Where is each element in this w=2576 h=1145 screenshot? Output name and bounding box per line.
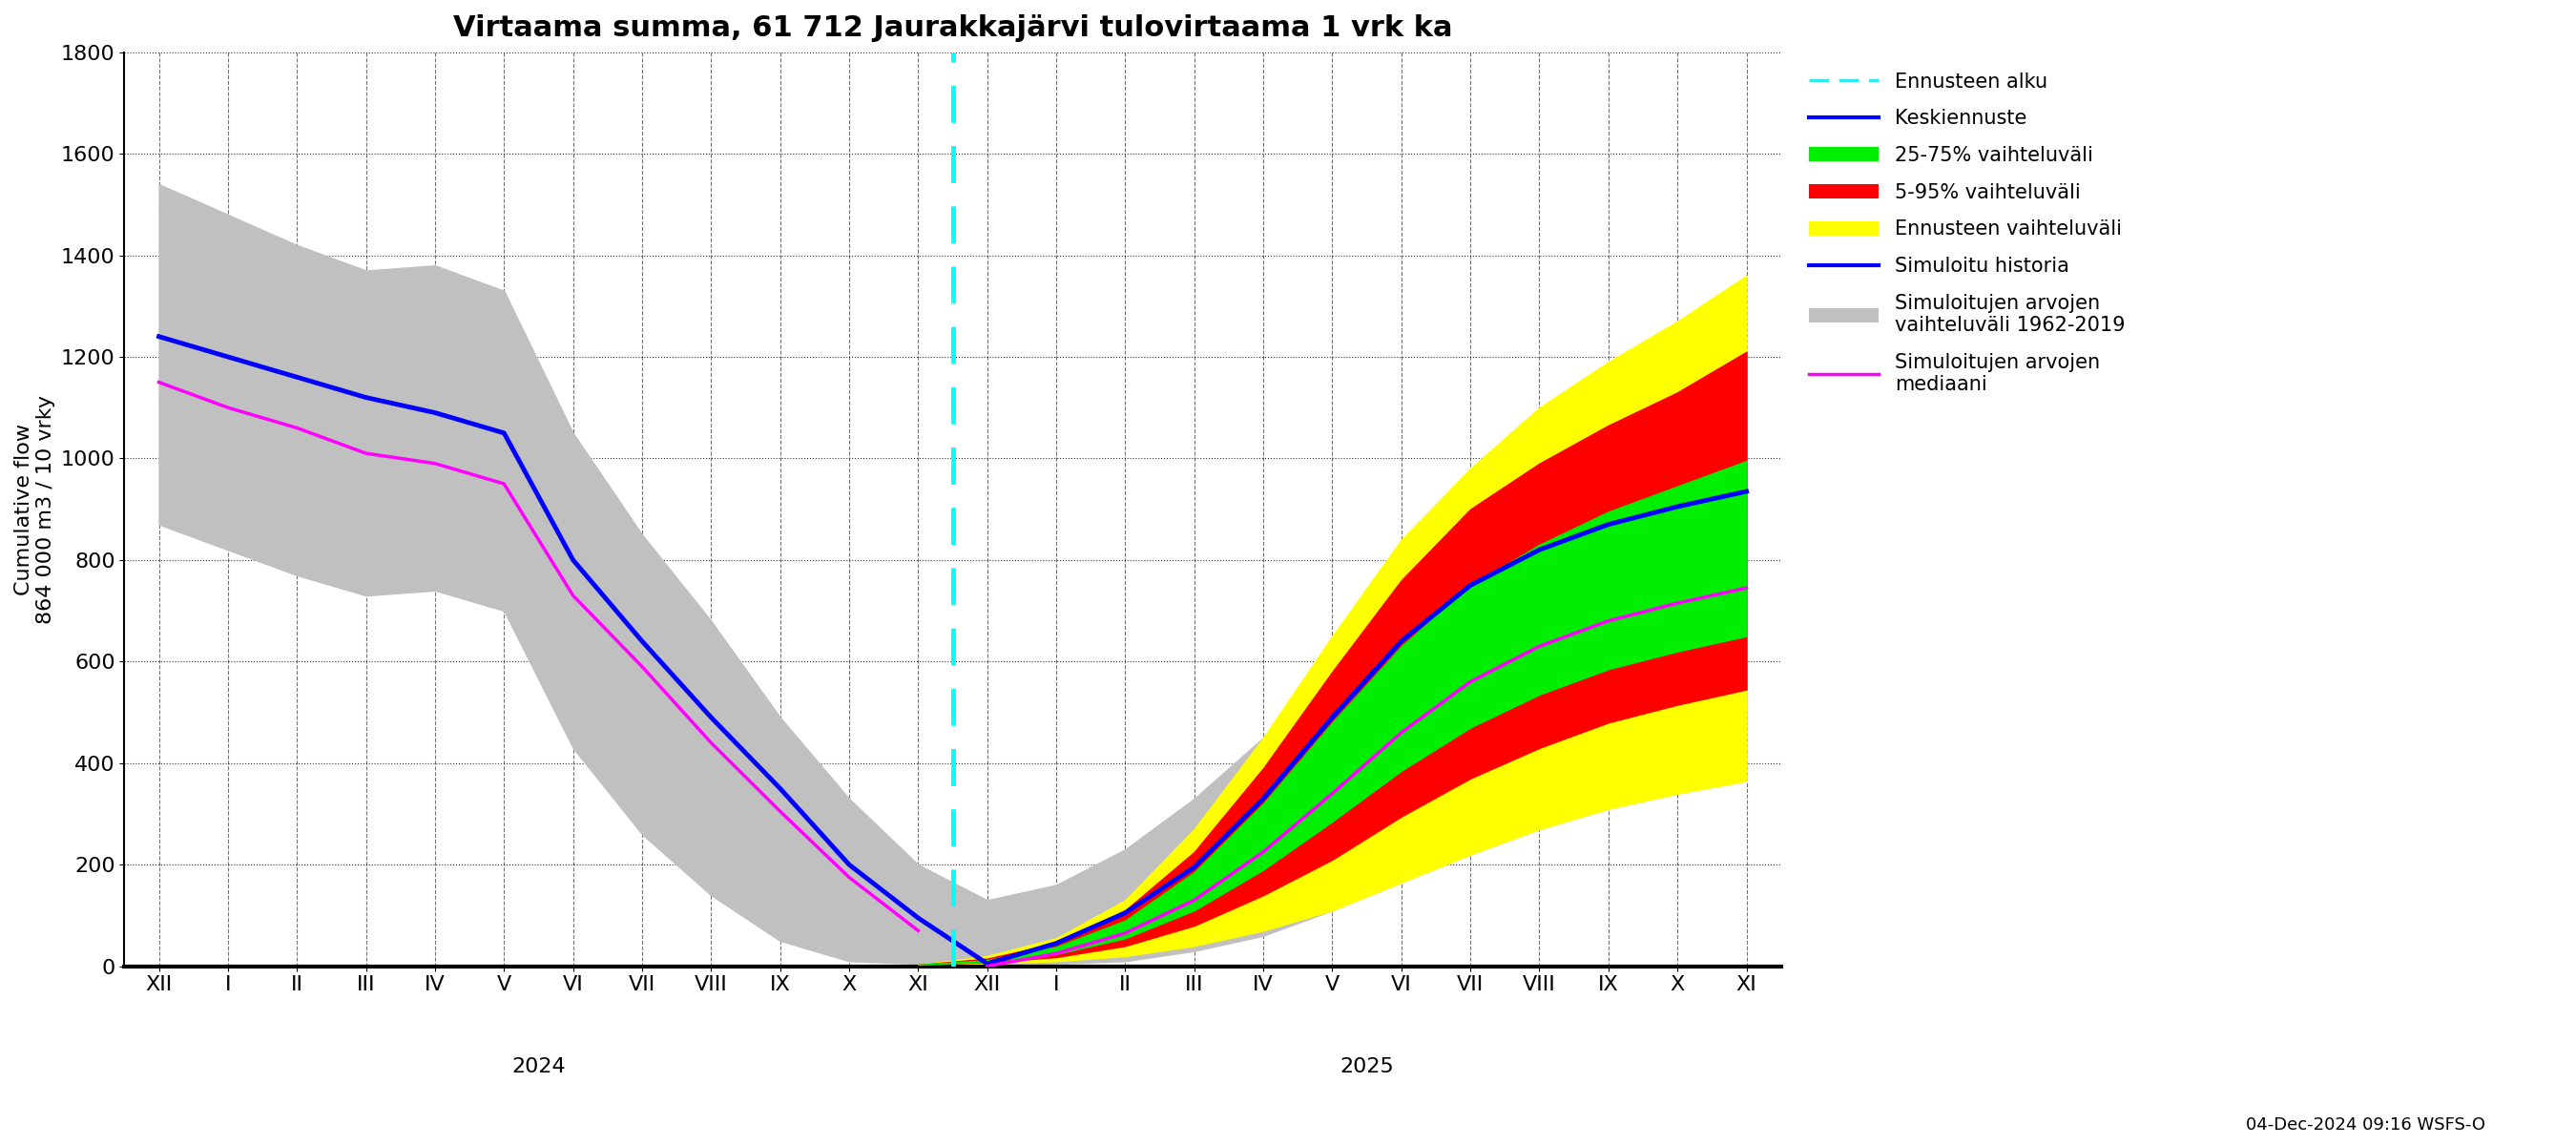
Text: 2024: 2024 bbox=[513, 1058, 567, 1076]
Title: Virtaama summa, 61 712 Jaurakkajärvi tulovirtaama 1 vrk ka: Virtaama summa, 61 712 Jaurakkajärvi tul… bbox=[453, 14, 1453, 42]
Text: 2025: 2025 bbox=[1340, 1058, 1394, 1076]
Legend: Ennusteen alku, Keskiennuste, 25-75% vaihteluväli, 5-95% vaihteluväli, Ennusteen: Ennusteen alku, Keskiennuste, 25-75% vai… bbox=[1798, 62, 2136, 404]
Text: 04-Dec-2024 09:16 WSFS-O: 04-Dec-2024 09:16 WSFS-O bbox=[2246, 1116, 2486, 1134]
Y-axis label: Cumulative flow
864 000 m3 / 10 vrky: Cumulative flow 864 000 m3 / 10 vrky bbox=[15, 395, 57, 624]
